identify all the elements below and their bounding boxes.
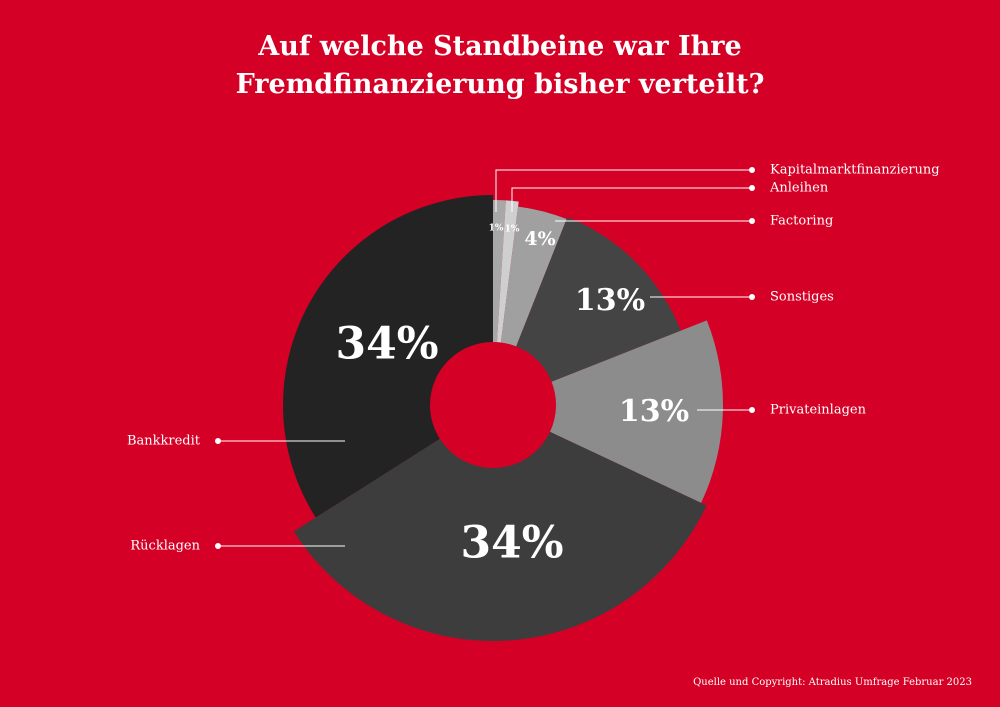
slice-sonstiges: [516, 217, 681, 382]
pie-slices: [283, 195, 723, 641]
slice-ruecklagen: [293, 431, 707, 641]
slice-factoring: [500, 206, 567, 347]
category-label-kapitalmarktfinanzierung: Kapitalmarktfinanzierung: [770, 163, 940, 178]
value-label-privateinlagen: 13%: [619, 394, 689, 429]
leader-line-kapitalmarktfinanzierung: [495, 169, 752, 212]
slice-kapitalmarktfinanzierung: [493, 200, 506, 343]
category-label-factoring: Factoring: [770, 214, 833, 229]
slice-anleihen: [496, 200, 519, 343]
leader-dot-ruecklagen: [215, 543, 221, 549]
chart-title-line-2: Fremdfinanzierung bisher verteilt?: [235, 69, 765, 100]
leader-dot-sonstiges: [749, 294, 755, 300]
leader-dot-anleihen: [749, 185, 755, 191]
category-label-ruecklagen: Rücklagen: [130, 539, 200, 554]
value-label-anleihen: 1%: [505, 225, 520, 235]
leader-dot-privateinlagen: [749, 407, 755, 413]
chart-title-line-1: Auf welche Standbeine war Ihre: [258, 31, 742, 62]
leader-lines: [215, 167, 755, 549]
value-label-sonstiges: 13%: [575, 283, 645, 318]
leader-dot-factoring: [749, 218, 755, 224]
slice-labels: 1% Kapitalmarktfinanzierung 1% Anleihen 4% Fa…: [127, 163, 940, 569]
chart-title: Auf welche Standbeine war Ihre Fremdfina…: [0, 28, 1000, 104]
value-label-ruecklagen: 34%: [460, 518, 563, 569]
slice-privateinlagen: [550, 320, 723, 503]
leader-dot-bankkredit: [215, 438, 221, 444]
leader-line-anleihen: [511, 187, 752, 212]
category-label-privateinlagen: Privateinlagen: [770, 403, 867, 418]
value-label-bankkredit: 34%: [335, 319, 438, 370]
leader-dot-kapitalmarktfinanzierung: [749, 167, 755, 173]
value-label-kapitalmarktfinanzierung: 1%: [489, 224, 504, 234]
value-label-factoring: 4%: [524, 228, 555, 250]
category-label-sonstiges: Sonstiges: [770, 290, 834, 305]
category-label-bankkredit: Bankkredit: [127, 434, 201, 449]
category-label-anleihen: Anleihen: [769, 181, 829, 196]
source-note: Quelle und Copyright: Atradius Umfrage F…: [693, 677, 972, 688]
slice-bankkredit: [283, 195, 493, 518]
